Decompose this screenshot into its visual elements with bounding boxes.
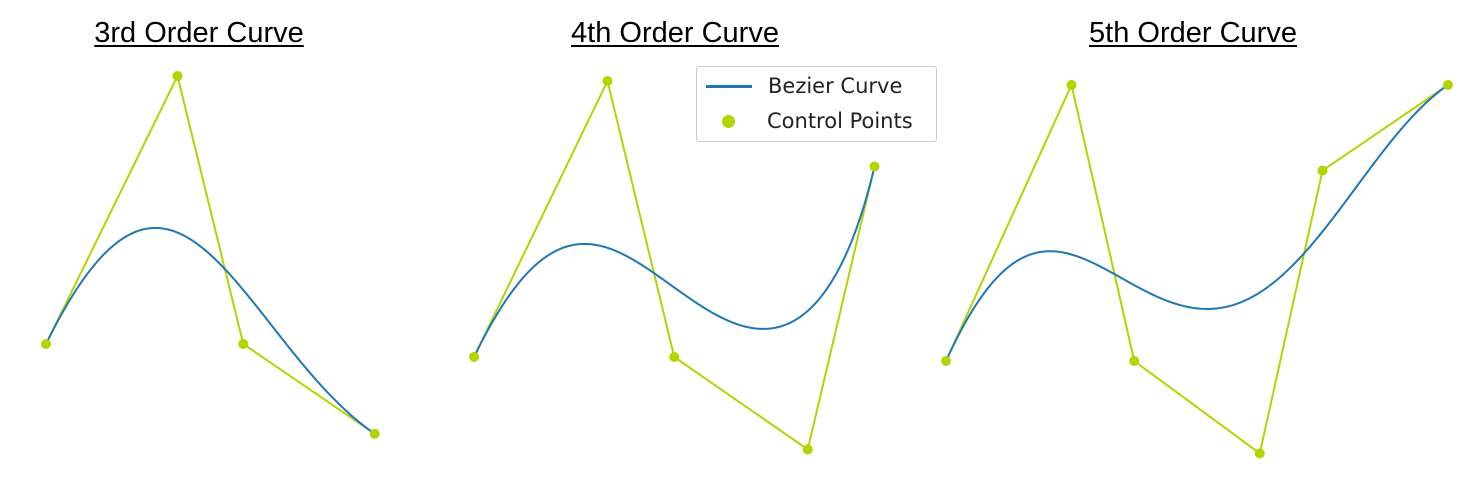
control-point-3 bbox=[1254, 448, 1265, 459]
control-polygon bbox=[945, 81, 1449, 456]
chart-5th-order bbox=[941, 80, 1453, 459]
chart-title-3rd-order: 3rd Order Curve bbox=[94, 17, 304, 49]
legend: Bezier Curve Control Points bbox=[696, 66, 937, 142]
legend-entry-curve: Bezier Curve bbox=[697, 71, 902, 101]
chart-title-5th-order: 5th Order Curve bbox=[1089, 17, 1297, 49]
control-polygon bbox=[45, 73, 376, 435]
chart-3th-order bbox=[41, 71, 380, 439]
control-point-2 bbox=[1129, 356, 1140, 366]
control-point-4 bbox=[869, 161, 880, 172]
control-point-2 bbox=[238, 339, 249, 349]
control-point-2 bbox=[669, 352, 680, 362]
legend-control-label: Control Points bbox=[767, 109, 913, 133]
control-point-4 bbox=[1317, 165, 1328, 176]
control-point-3 bbox=[802, 444, 813, 455]
control-point-3 bbox=[369, 428, 380, 439]
control-point-0 bbox=[41, 339, 51, 349]
legend-curve-label: Bezier Curve bbox=[768, 74, 903, 98]
legend-entry-control: Control Points bbox=[697, 106, 913, 136]
bezier-curve bbox=[45, 226, 376, 435]
legend-control-swatch bbox=[722, 114, 735, 128]
chart-title-4th-order: 4th Order Curve bbox=[571, 17, 779, 49]
control-point-1 bbox=[172, 71, 183, 81]
bezier-curve bbox=[945, 84, 1449, 362]
bezier-curve bbox=[473, 166, 876, 358]
control-point-0 bbox=[941, 356, 951, 366]
control-point-5 bbox=[1443, 80, 1453, 90]
control-point-0 bbox=[469, 352, 479, 362]
chart-4th-order bbox=[469, 76, 880, 455]
control-point-1 bbox=[1066, 80, 1077, 90]
control-point-1 bbox=[602, 76, 613, 86]
legend-curve-swatch bbox=[706, 84, 752, 88]
